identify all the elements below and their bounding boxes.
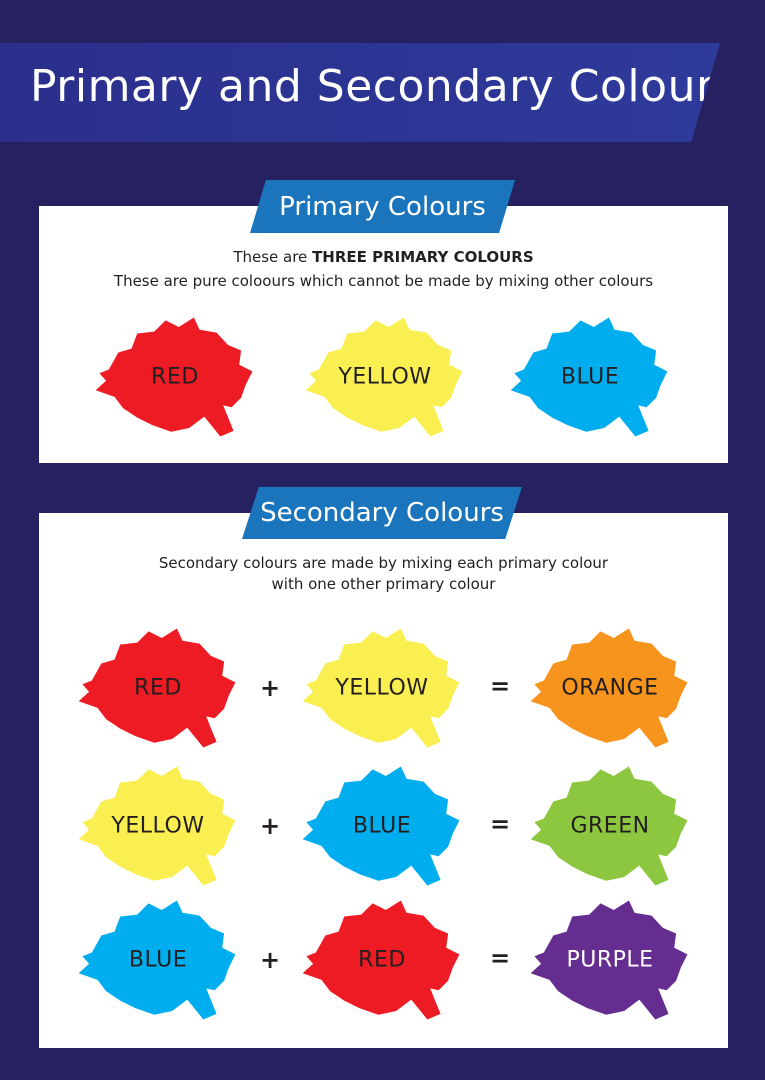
primary-line1-prefix: These are bbox=[233, 248, 313, 266]
primary-colour-blue: BLUE bbox=[505, 311, 675, 443]
secondary-description-1: Secondary colours are made by mixing eac… bbox=[158, 554, 609, 572]
plus-sign: + bbox=[259, 812, 281, 840]
equals-sign: = bbox=[489, 810, 511, 838]
equals-sign: = bbox=[489, 672, 511, 700]
mix-input-a: RED bbox=[73, 622, 243, 754]
secondary-colour-purple: PURPLE bbox=[525, 894, 695, 1026]
primary-heading: Primary Colours bbox=[250, 180, 515, 233]
mix-input-b: RED bbox=[297, 894, 467, 1026]
mix-input-a: BLUE bbox=[73, 894, 243, 1026]
secondary-colour-orange: ORANGE bbox=[525, 622, 695, 754]
colour-label: BLUE bbox=[128, 947, 188, 973]
colour-label: YELLOW bbox=[111, 813, 205, 839]
primary-description-1: These are THREE PRIMARY COLOURS bbox=[39, 246, 728, 268]
mix-input-b: YELLOW bbox=[297, 622, 467, 754]
mix-input-a: YELLOW bbox=[73, 760, 243, 892]
secondary-colour-green: GREEN bbox=[525, 760, 695, 892]
plus-sign: + bbox=[259, 674, 281, 702]
primary-line1-bold: THREE PRIMARY COLOURS bbox=[312, 248, 534, 266]
colour-label: GREEN bbox=[570, 813, 650, 839]
colour-label: PURPLE bbox=[566, 947, 654, 973]
page-title: Primary and Secondary Colours bbox=[30, 61, 738, 112]
colour-label: BLUE bbox=[352, 813, 412, 839]
primary-description-2: These are pure coloours which cannot be … bbox=[113, 272, 654, 290]
colour-label: YELLOW bbox=[338, 364, 432, 390]
primary-colour-red: RED bbox=[90, 311, 260, 443]
colour-label: RED bbox=[358, 947, 406, 973]
title-banner: Primary and Secondary Colours bbox=[0, 43, 720, 142]
equals-sign: = bbox=[489, 944, 511, 972]
primary-colour-yellow: YELLOW bbox=[300, 311, 470, 443]
colour-label: ORANGE bbox=[561, 675, 659, 701]
secondary-heading: Secondary Colours bbox=[242, 487, 522, 539]
colour-label: YELLOW bbox=[335, 675, 429, 701]
secondary-description-2: with one other primary colour bbox=[271, 575, 496, 593]
colour-label: RED bbox=[134, 675, 182, 701]
mix-input-b: BLUE bbox=[297, 760, 467, 892]
colour-label: BLUE bbox=[560, 364, 620, 390]
colour-label: RED bbox=[151, 364, 199, 390]
plus-sign: + bbox=[259, 946, 281, 974]
